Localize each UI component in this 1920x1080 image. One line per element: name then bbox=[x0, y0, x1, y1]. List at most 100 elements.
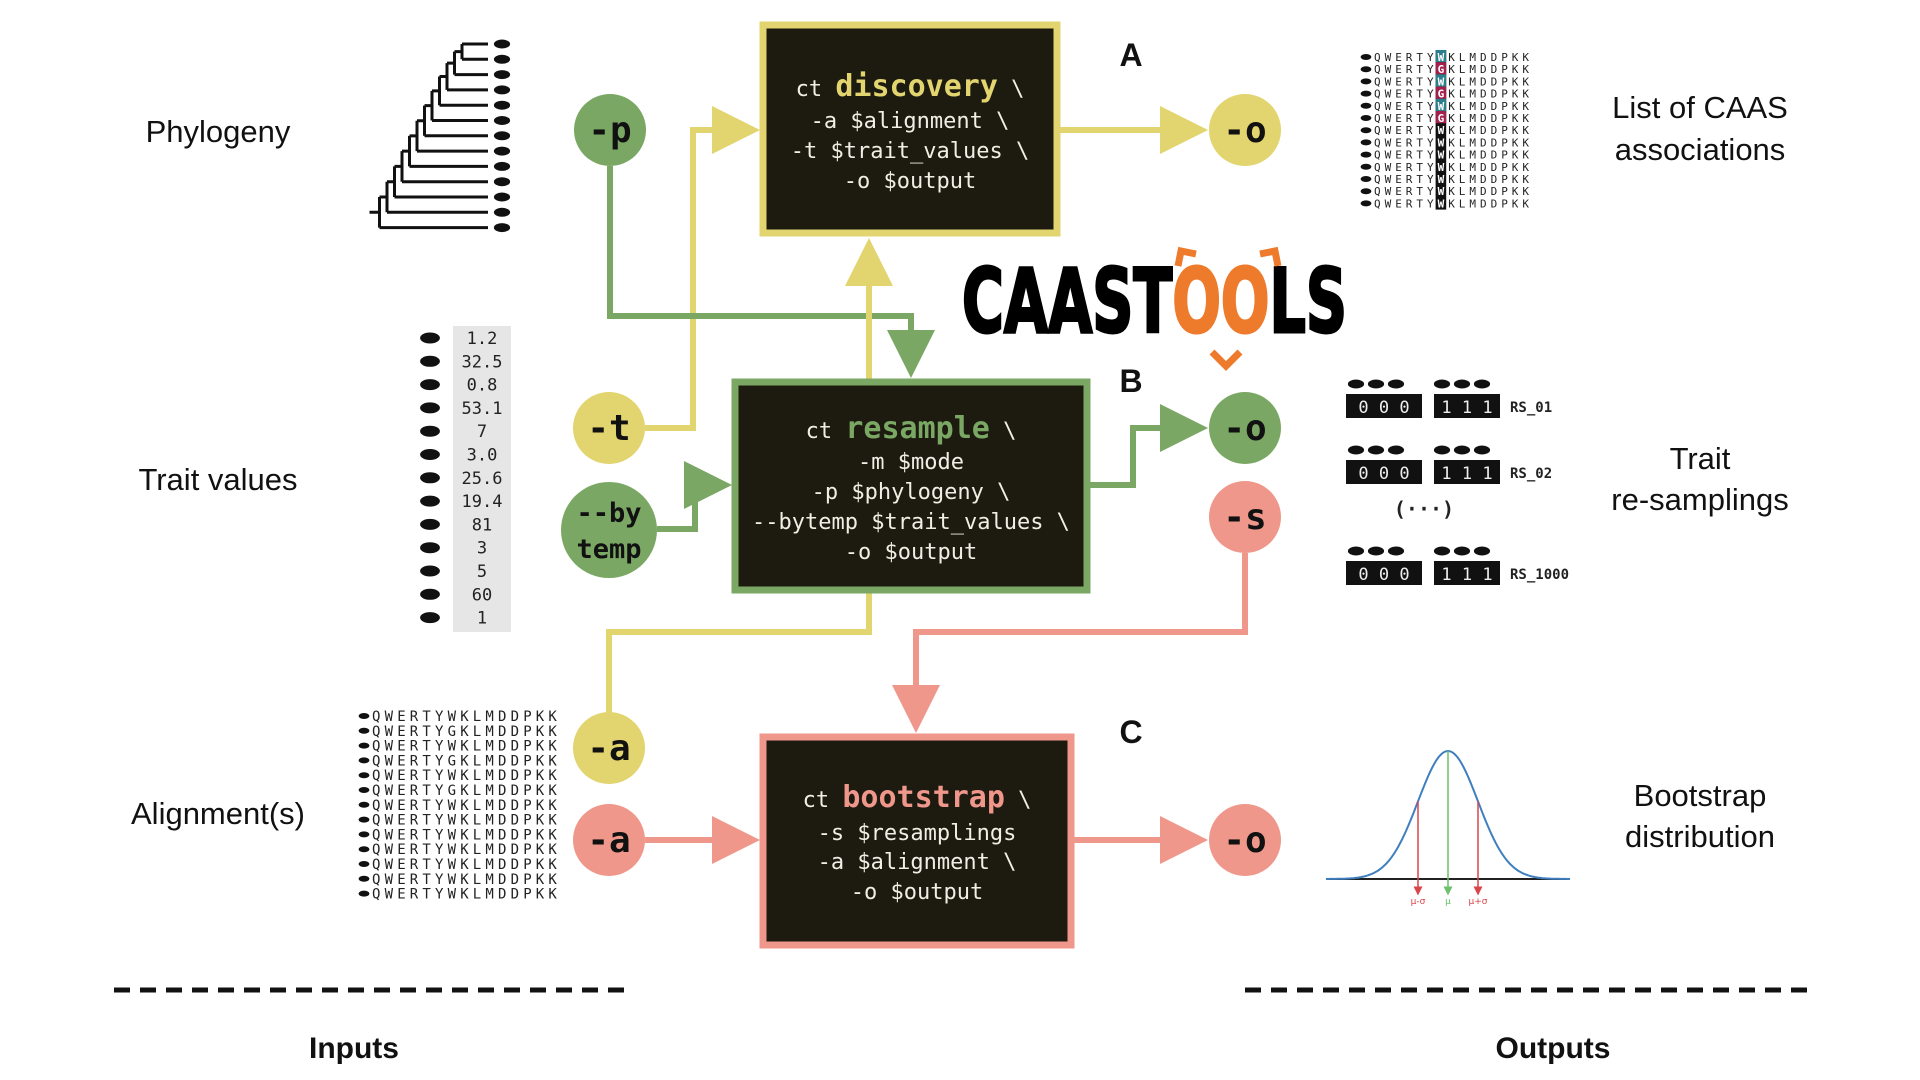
svg-text:--by: --by bbox=[576, 498, 641, 529]
animal-silhouette-icon bbox=[420, 542, 440, 554]
svg-text:-o: -o bbox=[1223, 820, 1266, 861]
trait-value: 3 bbox=[477, 539, 487, 559]
animal-silhouette-icon bbox=[1473, 546, 1491, 556]
trait-value: 0.8 bbox=[467, 376, 498, 396]
label-bootstrap-line1: Bootstrap bbox=[1634, 778, 1767, 813]
arrow-resamplings-to-bootstrap bbox=[892, 553, 1248, 733]
panel-label-a: A bbox=[1119, 37, 1142, 73]
arrow-resample-to-output bbox=[1090, 404, 1208, 488]
bootstrap-distribution-plot: μ-σ μ μ+σ bbox=[1326, 749, 1570, 907]
command-name: resample bbox=[845, 411, 990, 446]
highlight-cell bbox=[1435, 86, 1447, 99]
animal-silhouette-icon bbox=[493, 39, 511, 49]
label-resample-line1: Trait bbox=[1670, 441, 1731, 476]
group-0-box bbox=[1346, 561, 1422, 585]
animal-silhouette-icon bbox=[1360, 102, 1372, 109]
caas-alignment-row: QWERTY G KLMDDPKK bbox=[1374, 112, 1529, 125]
group-0-box bbox=[1346, 394, 1422, 418]
flag-bytemp: --by temp bbox=[561, 482, 657, 578]
caas-alignment-row: QWERTY G KLMDDPKK bbox=[1374, 88, 1529, 101]
animal-silhouette-icon bbox=[358, 713, 370, 719]
command-name: discovery bbox=[835, 69, 998, 104]
highlight-residue: W bbox=[1438, 149, 1445, 162]
flag-p: -p bbox=[574, 94, 646, 166]
animal-silhouette-icon bbox=[1433, 546, 1451, 556]
group-1-box bbox=[1434, 394, 1500, 418]
group-0-box bbox=[1346, 460, 1422, 484]
group-1-values: 1 1 1 bbox=[1441, 464, 1492, 484]
highlight-cell bbox=[1435, 62, 1447, 75]
highlight-residue: W bbox=[1438, 75, 1445, 88]
caas-alignment-row: QWERTY W KLMDDPKK bbox=[1374, 173, 1529, 186]
animal-silhouette-icon bbox=[358, 742, 370, 749]
animal-silhouette-icon bbox=[1360, 163, 1372, 170]
animal-silhouette-icon bbox=[1453, 379, 1471, 389]
discovery-command-box: ct discovery \ -a $alignment \ -t $trait… bbox=[759, 21, 1061, 237]
trait-value: 25.6 bbox=[462, 469, 503, 489]
group-0-values: 0 0 0 bbox=[1358, 464, 1409, 484]
animal-silhouette-icon bbox=[1453, 445, 1471, 455]
command-line: -o $output bbox=[845, 540, 977, 565]
animal-silhouette-icon bbox=[1347, 379, 1365, 389]
highlight-column bbox=[1435, 50, 1447, 210]
trait-value: 3.0 bbox=[467, 446, 498, 466]
trait-value: 60 bbox=[472, 585, 492, 605]
animal-silhouette-icon bbox=[420, 518, 440, 530]
label-resample-line2: re-samplings bbox=[1611, 482, 1788, 517]
animal-silhouette-icon bbox=[358, 816, 370, 823]
animal-silhouette-icon bbox=[493, 207, 511, 217]
svg-text:temp: temp bbox=[576, 534, 641, 565]
highlight-cell bbox=[1435, 50, 1447, 63]
animal-silhouette-icon bbox=[1360, 200, 1372, 207]
animal-silhouette-icon bbox=[358, 727, 370, 734]
animal-silhouette-icon bbox=[1360, 115, 1372, 121]
caas-alignment-row: QWERTY W KLMDDPKK bbox=[1374, 100, 1529, 113]
logo-mouth-icon bbox=[1209, 349, 1243, 371]
footer-outputs: Outputs bbox=[1496, 1032, 1611, 1065]
command-line: -s $resamplings bbox=[818, 821, 1017, 846]
animal-silhouette-icon bbox=[493, 161, 511, 171]
animal-silhouette-icon bbox=[1360, 90, 1372, 97]
group-0-values: 0 0 0 bbox=[1358, 565, 1409, 585]
caas-alignment-row: QWERTY W KLMDDPKK bbox=[1374, 124, 1529, 137]
animal-silhouette-icon bbox=[358, 875, 370, 882]
highlight-residue: G bbox=[1438, 88, 1445, 101]
command-line: -o $output bbox=[851, 880, 983, 905]
trait-values-table: 1.2 32.5 0.8 53.1 7 3.0 25.6 19.4 81 3 5 60 1 bbox=[420, 326, 511, 632]
alignment-row: QWERTYWKLMDDPKK bbox=[372, 827, 557, 843]
animal-silhouette-icon bbox=[1453, 546, 1471, 556]
animal-silhouette-icon bbox=[1387, 379, 1405, 389]
animal-silhouette-icon bbox=[493, 146, 511, 156]
animal-silhouette-icon bbox=[420, 425, 440, 437]
animal-silhouette-icon bbox=[420, 449, 440, 460]
alignment-block: QWERTYWKLMDDPKKQWERTYGKLMDDPKKQWERTYWKLM… bbox=[358, 709, 557, 903]
animal-silhouette-icon bbox=[358, 846, 370, 853]
resampling-label: RS_02 bbox=[1510, 466, 1552, 482]
animal-silhouette-icon bbox=[358, 787, 370, 793]
animal-silhouette-icon bbox=[1360, 54, 1372, 60]
command-line: --bytemp $trait_values \ bbox=[752, 510, 1070, 535]
animal-silhouette-icon bbox=[1360, 78, 1372, 85]
trait-value: 1.2 bbox=[467, 329, 498, 349]
animal-silhouette-icon bbox=[1360, 66, 1372, 73]
flag-a-pink: -a bbox=[573, 804, 645, 876]
alignment-row: QWERTYWKLMDDPKK bbox=[372, 813, 557, 829]
caas-alignment-row: QWERTY W KLMDDPKK bbox=[1374, 161, 1529, 174]
resampling-label: RS_1000 bbox=[1510, 567, 1569, 583]
label-phylogeny: Phylogeny bbox=[146, 114, 291, 149]
animal-silhouette-icon bbox=[1387, 546, 1405, 556]
command-line: -a $alignment \ bbox=[818, 850, 1017, 875]
animal-silhouette-icon bbox=[1367, 546, 1385, 556]
resamplings-block: 0 0 0 1 1 1 RS_01 0 0 0 1 1 1 RS_02 0 0 0 1 1 1… bbox=[1346, 379, 1569, 585]
highlight-residue: W bbox=[1438, 124, 1445, 137]
group-1-values: 1 1 1 bbox=[1441, 398, 1492, 418]
svg-text:-o: -o bbox=[1223, 408, 1266, 449]
panel-label-b: B bbox=[1119, 363, 1142, 399]
label-caas-line1: List of CAAS bbox=[1612, 90, 1788, 125]
alignment-row: QWERTYWKLMDDPKK bbox=[372, 798, 557, 814]
caas-alignment-row: QWERTY W KLMDDPKK bbox=[1374, 75, 1529, 88]
marker-label: μ+σ bbox=[1469, 897, 1488, 907]
animal-silhouette-icon bbox=[1367, 379, 1385, 389]
